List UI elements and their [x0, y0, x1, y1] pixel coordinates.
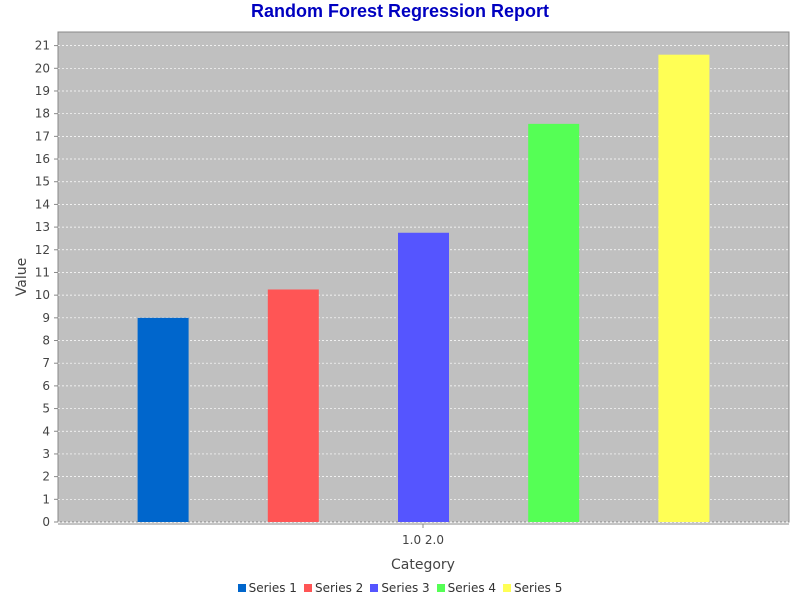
y-tick-label: 16 [35, 152, 50, 166]
y-tick-label: 13 [35, 220, 50, 234]
y-tick-label: 21 [35, 39, 50, 53]
y-tick-label: 9 [42, 311, 50, 325]
legend-label: Series 5 [514, 581, 563, 595]
legend-item-series-3: Series 3 [370, 581, 430, 595]
x-category-label: 1.0 2.0 [402, 533, 444, 547]
y-tick-label: 12 [35, 243, 50, 257]
legend-item-series-4: Series 4 [436, 581, 497, 595]
legend-label: Series 1 [248, 581, 297, 595]
y-tick-label: 4 [42, 424, 50, 438]
y-tick-label: 10 [35, 288, 50, 302]
legend-swatch [503, 584, 512, 592]
y-tick-label: 1 [42, 492, 50, 506]
legend-swatch [303, 584, 312, 592]
y-tick-label: 17 [35, 129, 50, 143]
bar-series-4 [528, 123, 580, 522]
bar-series-5 [658, 54, 710, 523]
legend-item-series-5: Series 5 [503, 581, 562, 595]
x-axis-title: Category [391, 557, 455, 573]
legend-label: Series 2 [314, 581, 364, 595]
bars [137, 54, 710, 523]
y-tick-label: 8 [42, 334, 50, 348]
y-axis-title: Value [14, 258, 30, 296]
bar-series-1 [137, 317, 189, 522]
y-tick-label: 14 [35, 197, 50, 211]
bar-series-2 [267, 289, 319, 522]
y-tick-label: 15 [35, 175, 50, 189]
chart-title: Random Forest Regression Report [250, 1, 550, 21]
y-tick-label: 6 [42, 379, 50, 393]
y-tick-label: 11 [35, 265, 50, 279]
y-tick-label: 18 [35, 107, 50, 121]
y-tick-label: 7 [42, 356, 50, 370]
legend: Series 1 Series 2 Series 3 Series 4 Series 5 [0, 581, 800, 595]
legend-swatch [237, 584, 246, 592]
legend-swatch [436, 584, 445, 592]
legend-item-series-2: Series 2 [303, 581, 364, 595]
legend-label: Series 3 [381, 581, 430, 595]
bar-series-3 [398, 232, 449, 522]
legend-label: Series 4 [447, 581, 497, 595]
y-tick-label: 0 [42, 515, 50, 529]
y-tick-label: 2 [42, 470, 50, 484]
y-tick-label: 3 [42, 447, 50, 461]
y-tick-label: 20 [35, 61, 50, 75]
y-tick-label: 5 [42, 402, 50, 416]
legend-swatch [370, 584, 379, 592]
y-tick-label: 19 [35, 84, 50, 98]
legend-item-series-1: Series 1 [237, 581, 297, 595]
